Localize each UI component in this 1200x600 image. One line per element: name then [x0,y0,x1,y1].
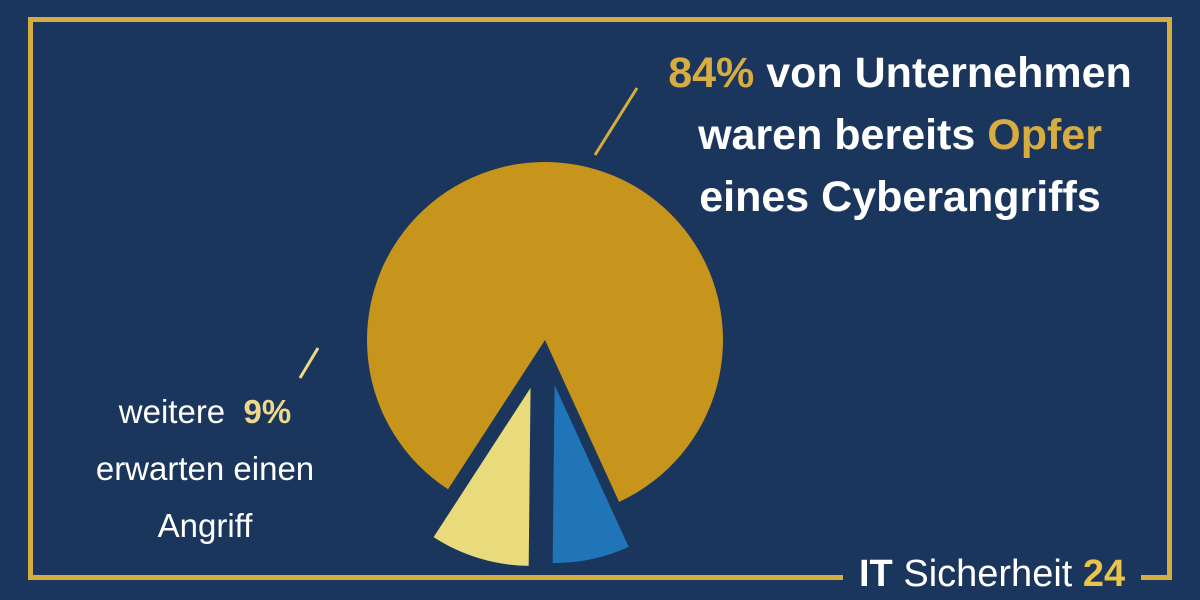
main-callout: 84% von Unternehmen waren bereits Opfer … [640,42,1160,228]
side-callout-line-3: Angriff [157,507,253,544]
main-callout-line-2: waren bereits Opfer [640,104,1160,166]
brand-it: IT [859,553,893,595]
side-callout-text-1: weitere [118,393,226,430]
pie-slice-victims [367,162,724,502]
brand-number: 24 [1082,553,1126,595]
main-callout-percent: 84% [668,49,755,97]
side-callout-line-2: erwarten einen [95,450,315,487]
main-callout-line-3: eines Cyberangriffs [699,173,1101,221]
pie-slice-other [552,384,629,563]
main-callout-line-1: 84% von Unternehmen [640,42,1160,104]
brand-logo: IT Sicherheit 24 [843,548,1142,600]
side-callout-line-1: weitere 9% [55,383,355,440]
main-callout-text-2: waren bereits [698,111,976,159]
side-callout-percent: 9% [243,393,292,430]
brand-name: Sicherheit [903,553,1073,595]
main-callout-highlight: Opfer [987,111,1102,159]
callout-leader-side [298,347,320,379]
side-callout: weitere 9% erwarten einen Angriff [55,383,355,554]
main-callout-text-1: von Unternehmen [766,49,1132,97]
pie-slice-expecting [433,387,531,566]
decorative-frame [28,17,1172,580]
callout-leader-main [593,87,639,156]
